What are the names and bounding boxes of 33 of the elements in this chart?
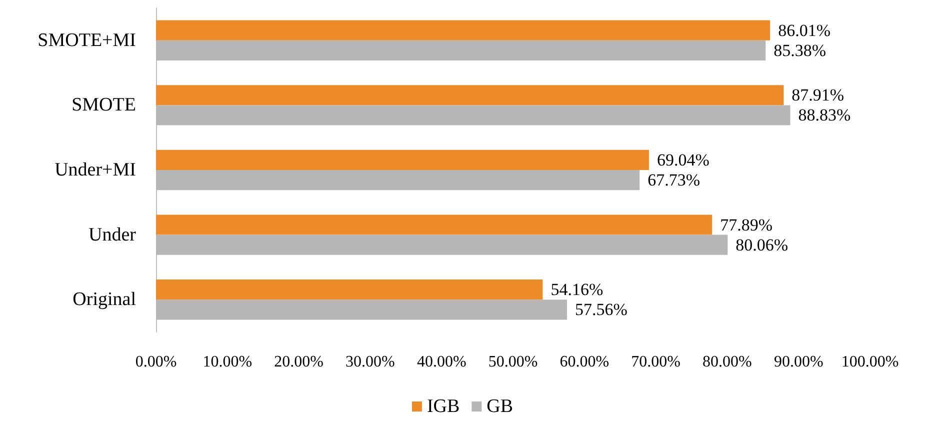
x-tick-label: 20.00% <box>274 354 324 370</box>
legend-label: IGB <box>426 396 460 417</box>
y-tick-label: SMOTE+MI <box>38 30 136 51</box>
x-tick-label: 90.00% <box>774 354 824 370</box>
bar <box>156 85 784 106</box>
x-tick-label: 50.00% <box>488 354 538 370</box>
bar <box>156 280 543 300</box>
x-tick-label: 10.00% <box>202 354 252 370</box>
y-tick-label: Under <box>88 224 137 246</box>
bar <box>156 150 649 170</box>
data-label: 77.89% <box>720 215 773 234</box>
x-tick-label: 60.00% <box>560 354 610 370</box>
data-label: 85.38% <box>774 40 826 60</box>
x-tick-label: 100.00% <box>841 354 899 370</box>
data-label: 80.06% <box>736 235 788 254</box>
data-label: 86.01% <box>778 20 831 40</box>
bar <box>156 20 770 40</box>
x-tick-label: 30.00% <box>346 354 395 370</box>
x-tick-label: 0.00% <box>135 354 177 370</box>
x-tick-label: 80.00% <box>702 354 752 370</box>
x-tick-label: 70.00% <box>631 354 680 370</box>
y-tick-label: SMOTE <box>72 94 136 116</box>
legend-label: GB <box>486 396 514 417</box>
data-label: 67.73% <box>648 170 700 190</box>
data-label: 87.91% <box>792 86 844 105</box>
data-label: 88.83% <box>798 106 851 125</box>
data-label: 57.56% <box>574 300 628 320</box>
data-label: 54.16% <box>550 280 604 300</box>
data-label: 69.04% <box>656 150 710 170</box>
y-tick-label: Original <box>72 289 136 310</box>
bar <box>156 214 712 235</box>
x-tick-label: 40.00% <box>416 354 466 370</box>
y-tick-label: Under+MI <box>54 160 136 180</box>
